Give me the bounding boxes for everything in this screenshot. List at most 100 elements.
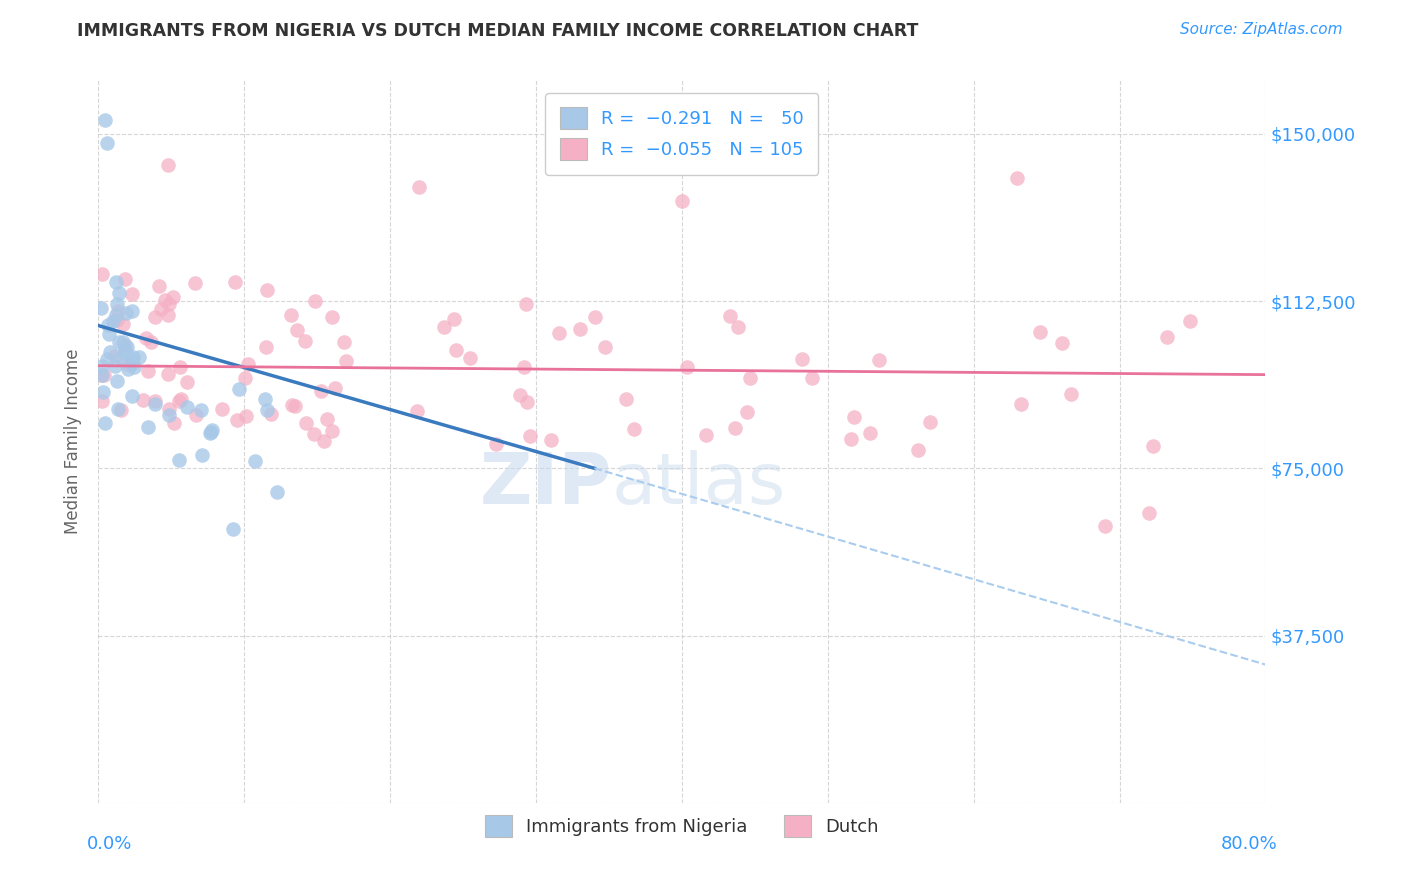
Point [907,442,929,457]
Point [314,434,336,448]
Point [294,334,316,349]
Point [136,419,159,434]
Point [91,384,114,399]
Point [1007,171,1029,186]
Point [201,423,224,437]
Point [235,409,257,424]
Point [614,392,637,406]
Point [141,334,163,349]
Point [162,290,184,304]
Point [335,354,357,368]
Point [170,392,193,406]
Point [443,311,465,326]
Point [107,296,129,310]
Point [157,408,180,422]
Point [107,402,129,417]
Point [145,394,167,409]
Point [135,331,157,345]
Point [868,353,890,368]
Point [157,158,180,172]
Point [735,405,758,419]
Point [115,306,138,320]
Point [143,310,166,324]
Point [225,412,247,426]
Point [323,381,346,395]
Point [176,401,198,415]
Point [91,368,114,382]
Point [107,285,129,300]
Point [105,374,128,388]
Point [295,417,318,431]
Point [1010,397,1032,411]
Point [519,429,541,443]
Point [547,326,569,341]
Point [222,522,245,536]
Point [97,318,120,332]
Point [243,454,266,468]
Point [200,425,222,439]
Point [157,402,180,417]
Point [105,313,128,327]
Point [190,402,212,417]
Point [1156,330,1178,344]
Point [1137,506,1160,520]
Point [94,113,117,128]
Legend: Immigrants from Nigeria, Dutch: Immigrants from Nigeria, Dutch [478,808,886,845]
Point [1050,336,1073,351]
Point [132,392,155,407]
Point [93,417,115,431]
Point [568,322,591,336]
Point [585,310,607,324]
Point [233,371,256,385]
Point [280,398,302,412]
Point [513,360,536,375]
Point [114,342,136,356]
Point [920,415,942,429]
Point [117,361,139,376]
Point [184,276,207,290]
Point [224,275,246,289]
Point [121,304,143,318]
Point [122,350,145,364]
Point [104,349,127,363]
Point [304,294,326,309]
Point [169,452,191,467]
Point [446,343,468,358]
Point [114,272,136,286]
Point [169,359,191,374]
Point [280,308,302,322]
Point [254,392,277,406]
Point [155,293,177,307]
Point [211,401,233,416]
Point [105,308,128,322]
Point [1029,325,1052,339]
Point [792,351,814,366]
Point [112,334,135,349]
Point [128,351,150,365]
Point [285,323,308,337]
Point [839,432,862,446]
Point [433,320,456,334]
Point [112,346,135,360]
Point [96,352,118,367]
Point [176,376,198,390]
Point [191,448,214,462]
Point [321,424,343,438]
Point [740,371,762,385]
Point [724,420,747,434]
Point [540,433,562,447]
Point [143,397,166,411]
Text: Source: ZipAtlas.com: Source: ZipAtlas.com [1180,22,1343,37]
Point [458,351,481,365]
Point [150,301,173,316]
Point [727,319,749,334]
Point [200,426,222,441]
Point [157,308,180,322]
Point [408,180,430,194]
Point [302,426,325,441]
Point [695,428,717,442]
Point [91,267,114,281]
Point [254,339,277,353]
Point [1180,313,1202,327]
Point [98,327,121,342]
